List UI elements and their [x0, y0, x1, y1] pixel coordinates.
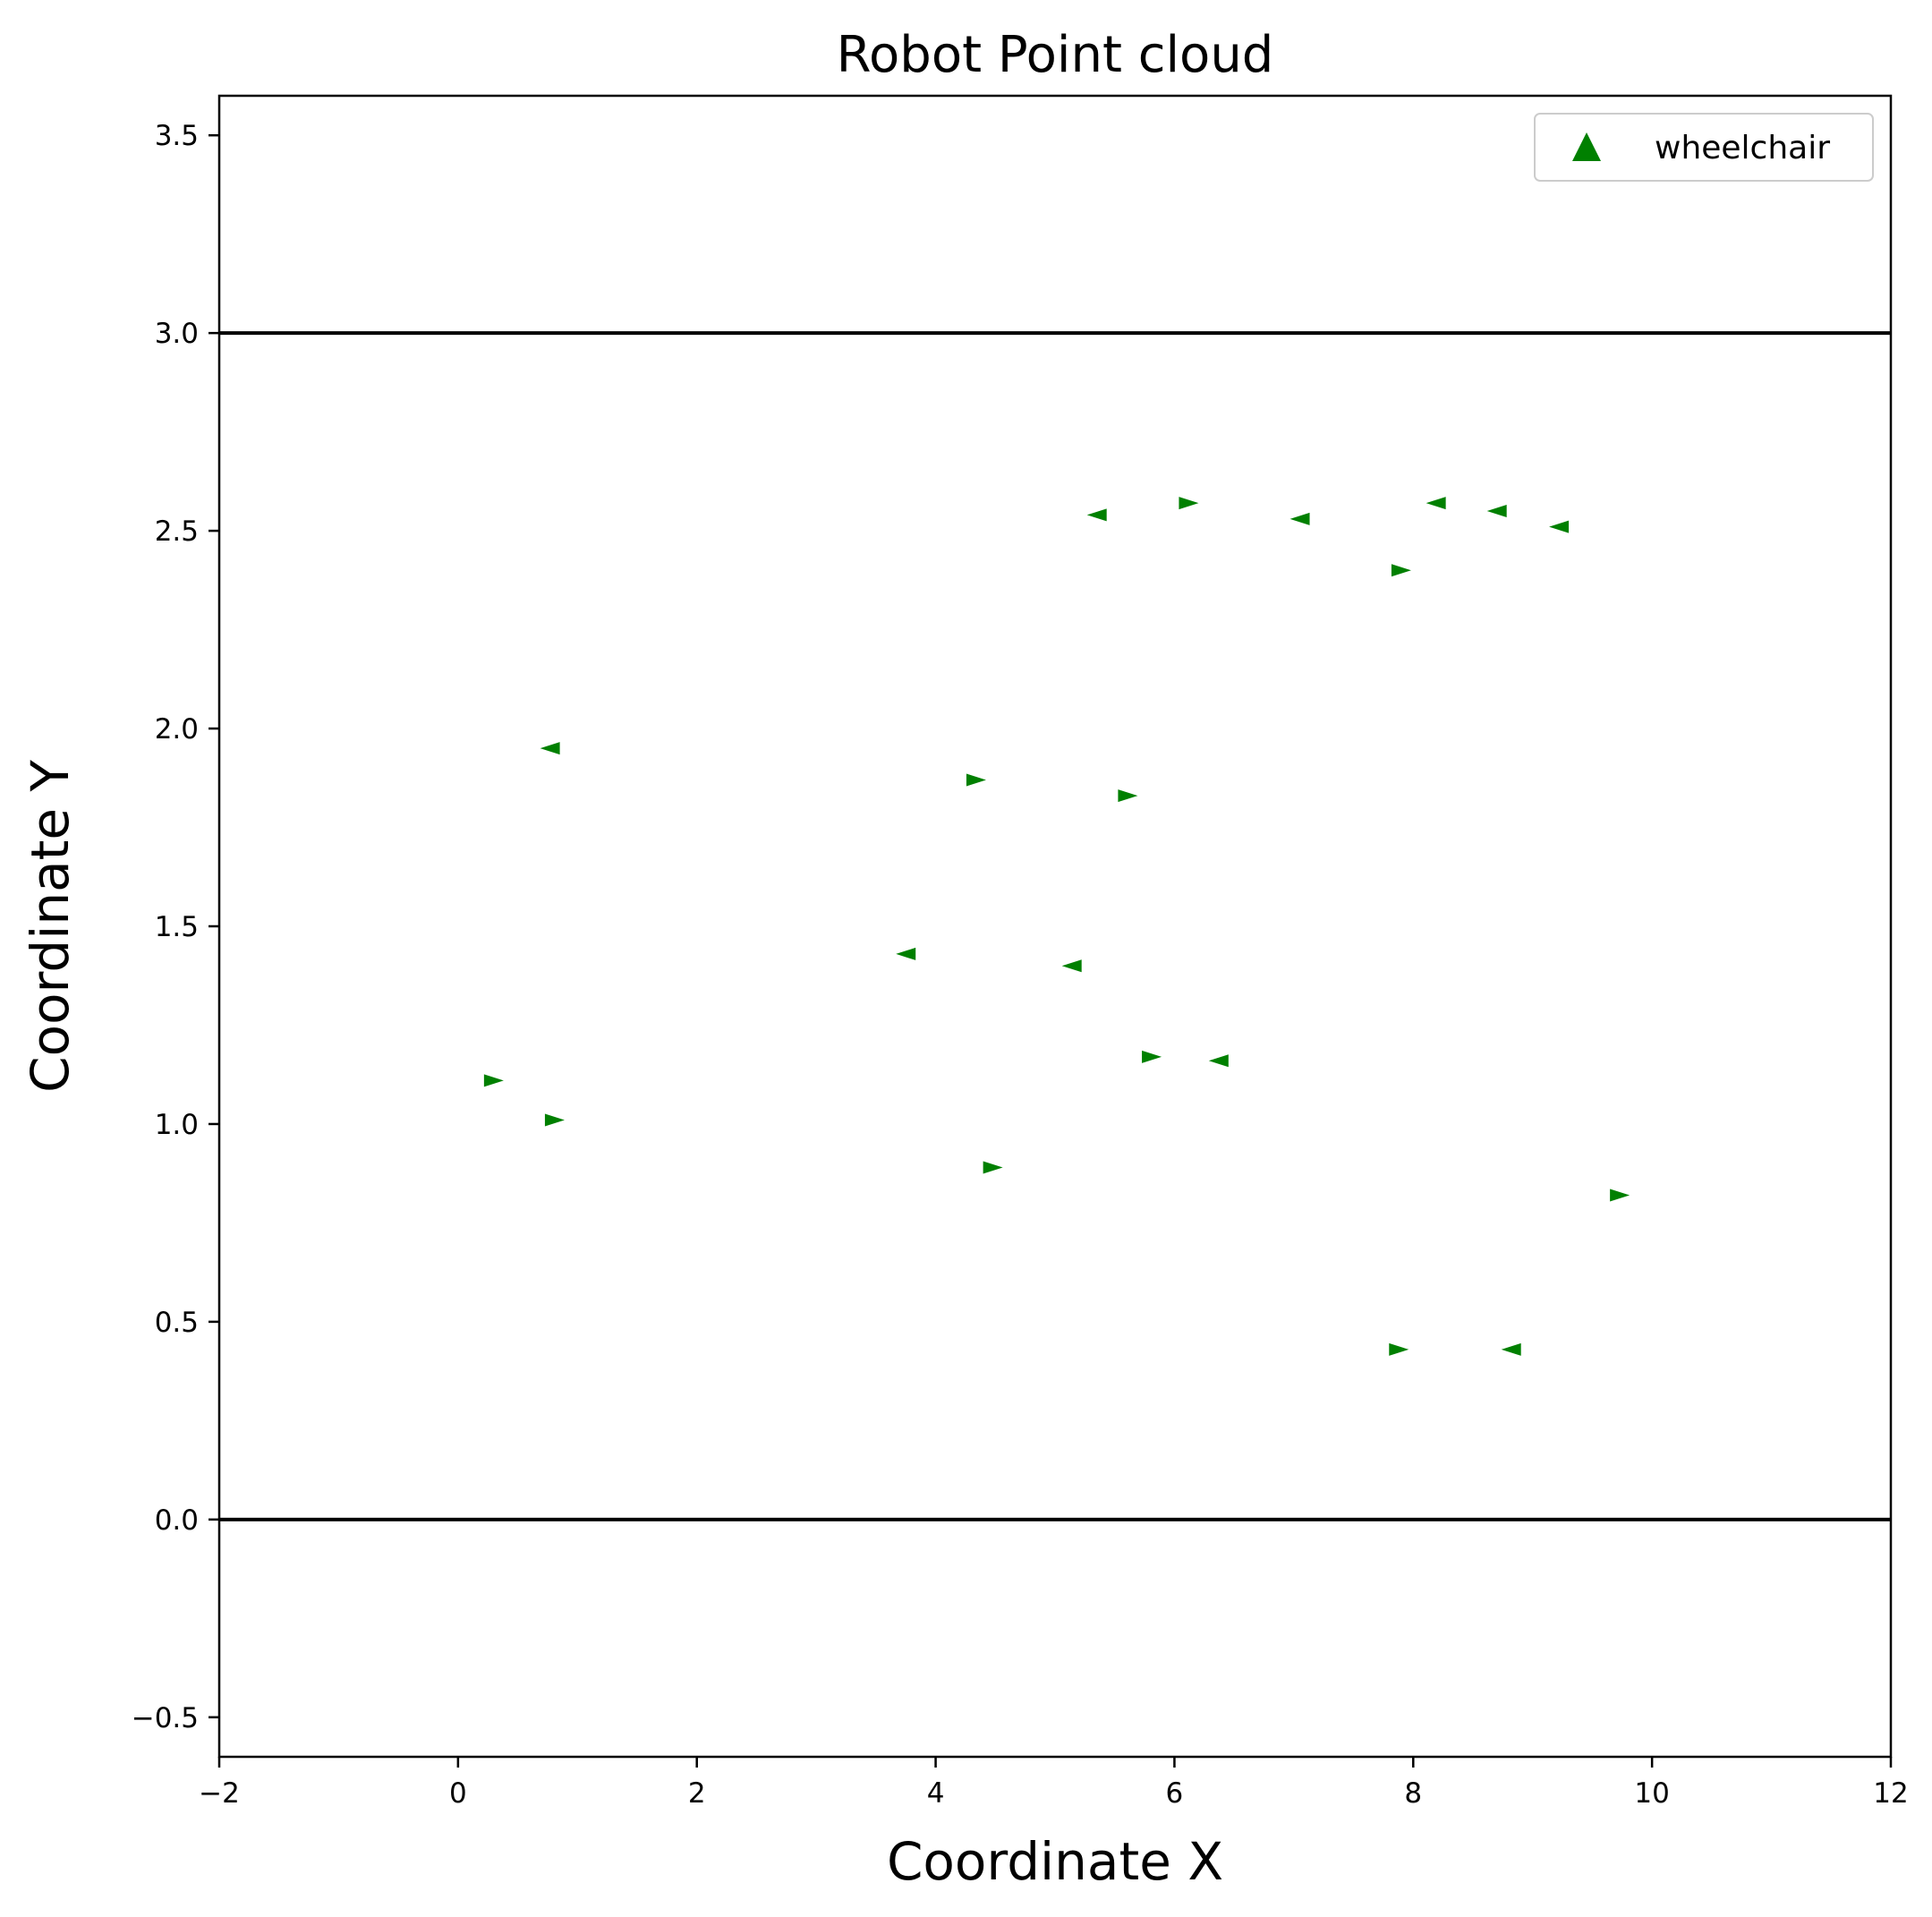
legend-triangle-icon: [1572, 132, 1601, 161]
wheelchair-point: [1086, 508, 1107, 522]
x-tick-label: 6: [1166, 1777, 1184, 1810]
x-tick-label: −2: [199, 1777, 240, 1810]
x-tick-label: 8: [1404, 1777, 1422, 1810]
wheelchair-point: [1289, 512, 1310, 525]
boundary-lines: [219, 331, 1891, 1521]
y-tick-label: 3.5: [155, 120, 199, 152]
wheelchair-point: [1142, 1050, 1162, 1063]
x-tick-label: 0: [449, 1777, 467, 1810]
wheelchair-point: [1486, 505, 1507, 517]
wheelchair-point: [540, 742, 560, 755]
x-tick-label: 10: [1634, 1777, 1669, 1810]
y-tick-label: 2.5: [155, 515, 199, 548]
x-tick-label: 2: [688, 1777, 706, 1810]
x-axis-label: Coordinate X: [887, 1831, 1223, 1892]
wheelchair-point: [1061, 959, 1082, 973]
wheelchair-point: [1118, 789, 1138, 803]
wheelchair-point: [896, 947, 916, 960]
x-tick-label: 12: [1873, 1777, 1908, 1810]
wheelchair-point: [1501, 1342, 1521, 1356]
data-points: [483, 497, 1630, 1356]
y-tick-label: 0.5: [155, 1307, 199, 1339]
wheelchair-point: [1426, 497, 1446, 510]
x-axis-ticks: −2 0 2 4 6 8 10 12: [199, 1757, 1909, 1810]
y-tick-label: 1.5: [155, 911, 199, 943]
wheelchair-point: [1208, 1054, 1229, 1068]
legend-label: wheelchair: [1655, 130, 1830, 166]
wheelchair-point: [544, 1113, 565, 1127]
wheelchair-point: [1549, 520, 1570, 533]
legend-box: [1534, 113, 1874, 182]
y-axis-ticks: −0.5 0.0 0.5 1.0 1.5 2.0 2.5 3.0 3.5: [132, 120, 219, 1734]
x-tick-label: 4: [927, 1777, 945, 1810]
wheelchair-point: [966, 773, 986, 787]
wheelchair-point: [483, 1074, 504, 1087]
y-axis-label: Coordinate Y: [20, 760, 81, 1093]
wheelchair-point: [1391, 564, 1411, 577]
wheelchair-point: [1389, 1342, 1409, 1356]
y-tick-label: 2.0: [155, 713, 199, 746]
wheelchair-point: [983, 1161, 1003, 1174]
y-tick-label: 1.0: [155, 1109, 199, 1141]
chart-title: Robot Point cloud: [837, 26, 1274, 84]
legend: wheelchair: [1534, 113, 1874, 182]
y-tick-label: −0.5: [132, 1702, 199, 1734]
y-tick-label: 3.0: [155, 318, 199, 350]
wheelchair-point: [1179, 497, 1199, 510]
wheelchair-point: [1610, 1189, 1630, 1202]
y-tick-label: 0.0: [155, 1504, 199, 1537]
